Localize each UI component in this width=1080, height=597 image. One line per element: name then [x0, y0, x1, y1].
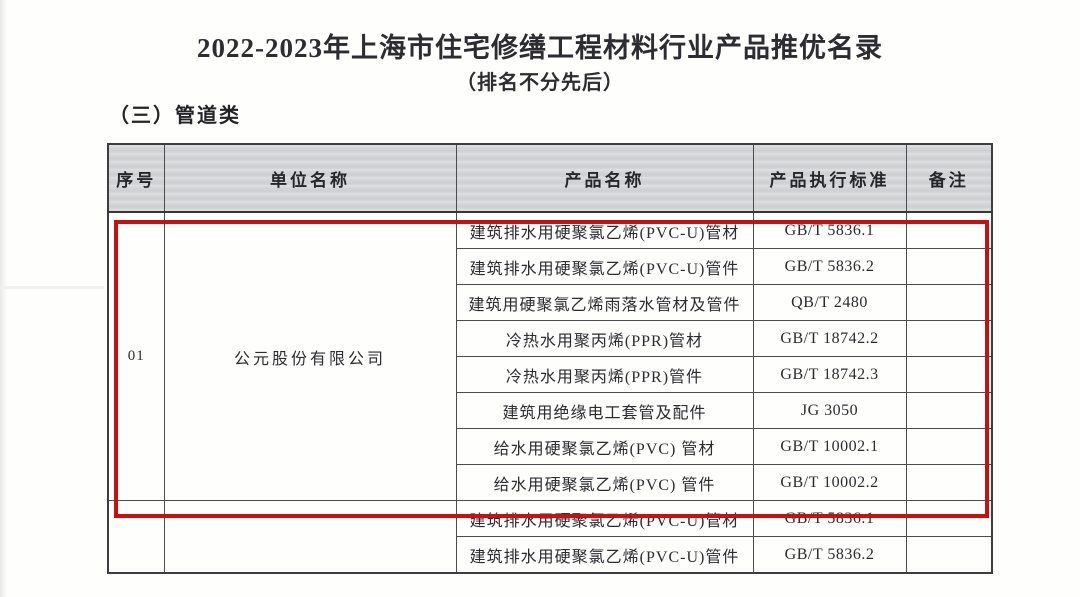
- product-name-cell: 建筑排水用硬聚氯乙烯(PVC-U)管件: [455, 248, 754, 285]
- section-heading: （三）管道类: [109, 105, 241, 127]
- table-row: 建筑用绝缘电工套管及配件 JG 3050: [108, 392, 993, 429]
- column-header-3: 产品执行标准: [752, 143, 907, 213]
- column-header-1: 单位名称: [163, 143, 457, 213]
- standard-cell: GB/T 10002.1: [752, 428, 907, 465]
- standard-cell: GB/T 5836.2: [752, 248, 907, 285]
- product-name-cell: 建筑排水用硬聚氯乙烯(PVC-U)管材: [455, 500, 754, 537]
- remark-cell: [905, 428, 993, 465]
- remark-cell: [905, 536, 993, 574]
- remark-cell: [905, 284, 993, 321]
- product-name-cell: 建筑排水用硬聚氯乙烯(PVC-U)管件: [455, 536, 754, 574]
- remark-cell: [905, 500, 993, 537]
- standard-cell: GB/T 10002.2: [752, 464, 907, 501]
- table-row: 建筑排水用硬聚氯乙烯(PVC-U)管材 GB/T 5836.1: [107, 500, 993, 574]
- standard-cell: QB/T 2480: [752, 284, 907, 321]
- document-subtitle: （排名不分先后）: [456, 72, 624, 94]
- product-name-cell: 给水用硬聚氯乙烯(PVC) 管件: [455, 464, 754, 501]
- column-header-4: 备注: [905, 143, 993, 213]
- scan-smudge-artifact: [0, 286, 104, 289]
- document-title: 2022-2023年上海市住宅修缮工程材料行业产品推优名录: [197, 33, 883, 63]
- product-name-cell: 建筑用绝缘电工套管及配件: [455, 392, 754, 429]
- table-row: 冷热水用聚丙烯(PPR)管材 GB/T 18742.2: [108, 320, 993, 357]
- table-row: 给水用硬聚氯乙烯(PVC) 管件 GB/T 10002.2: [108, 464, 993, 501]
- column-header-0: 序号: [107, 143, 165, 213]
- product-name-cell: 冷热水用聚丙烯(PPR)管材: [455, 320, 754, 357]
- product-name-cell: 给水用硬聚氯乙烯(PVC) 管材: [455, 428, 754, 465]
- table-row: 建筑排水用硬聚氯乙烯(PVC-U)管件 GB/T 5836.2: [108, 536, 993, 574]
- table-row: 建筑排水用硬聚氯乙烯(PVC-U)管件 GB/T 5836.2: [108, 248, 993, 285]
- product-name-cell: 建筑排水用硬聚氯乙烯(PVC-U)管材: [455, 211, 754, 249]
- standard-cell: GB/T 5836.2: [752, 536, 907, 574]
- company-cell: 公元股份有限公司: [163, 211, 457, 501]
- remark-cell: [905, 392, 993, 429]
- remark-cell: [905, 464, 993, 501]
- serial-cell: [107, 500, 165, 574]
- standard-cell: JG 3050: [752, 392, 907, 429]
- table-row: 冷热水用聚丙烯(PPR)管件 GB/T 18742.3: [108, 356, 993, 393]
- standard-cell: GB/T 5836.1: [752, 211, 907, 249]
- product-name-cell: 建筑用硬聚氯乙烯雨落水管材及管件: [455, 284, 754, 321]
- column-header-2: 产品名称: [455, 143, 754, 213]
- standard-cell: GB/T 18742.3: [752, 356, 907, 393]
- product-table: 序号 单位名称 产品名称 产品执行标准 备注 01 公元股份有限公司 建筑排水用硬聚氯乙烯(…: [107, 143, 993, 574]
- table-header-row: 序号 单位名称 产品名称 产品执行标准 备注: [107, 143, 993, 213]
- remark-cell: [905, 320, 993, 357]
- company-cell: [163, 500, 457, 574]
- product-name-cell: 冷热水用聚丙烯(PPR)管件: [455, 356, 754, 393]
- remark-cell: [905, 211, 993, 249]
- table-row: 01 公元股份有限公司 建筑排水用硬聚氯乙烯(PVC-U)管材 GB/T 5836.1: [107, 211, 993, 501]
- remark-cell: [905, 356, 993, 393]
- remark-cell: [905, 248, 993, 285]
- standard-cell: GB/T 18742.2: [752, 320, 907, 357]
- scan-edge-artifact: [0, 0, 7, 597]
- standard-cell: GB/T 5836.1: [752, 500, 907, 537]
- serial-cell: 01: [107, 211, 165, 501]
